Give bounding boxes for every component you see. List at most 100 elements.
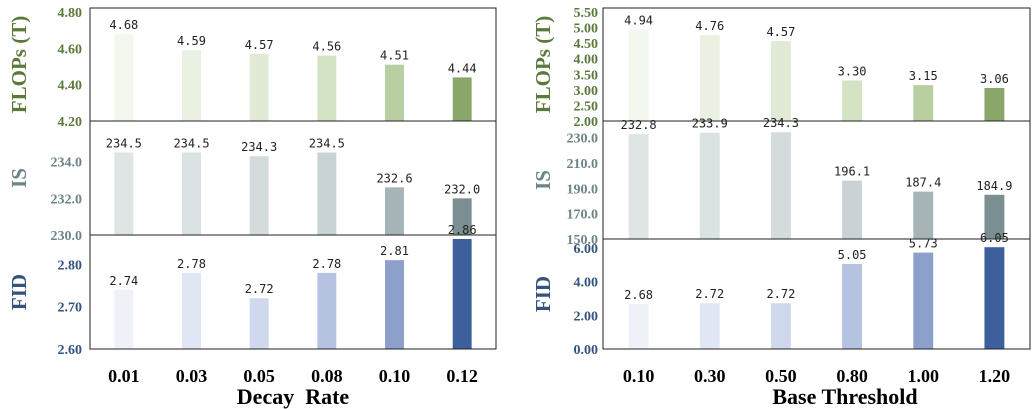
bar-fid-2 (249, 298, 269, 349)
y-tick-is-1: 232.0 (51, 192, 83, 207)
bar-flops-4 (913, 85, 934, 121)
x-axis-label: Decay Rate (237, 384, 350, 409)
x-tick-5: 0.12 (446, 366, 478, 386)
bar-fid-4 (913, 252, 934, 349)
data-label-fid-0: 2.74 (109, 274, 138, 288)
panel-is: 232.8 233.9 234.3 196.1 187.4 184.9 150.0 170.0… (531, 116, 1030, 248)
x-axis-label: Base Threshold (772, 384, 917, 409)
data-label-is-3: 196.1 (834, 165, 870, 179)
data-label-fid-3: 2.78 (312, 257, 341, 271)
data-label-is-5: 232.0 (444, 182, 480, 196)
data-label-flops-4: 4.51 (380, 49, 409, 63)
bar-is-2 (249, 156, 269, 235)
y-axis-label-flops: FLOPs (T) (7, 16, 31, 113)
x-tick-2: 0.50 (765, 366, 797, 386)
y-tick-flops-0: 2.00 (574, 115, 599, 130)
bar-is-0 (114, 152, 134, 235)
bar-is-5 (984, 194, 1005, 239)
bar-fid-3 (842, 264, 863, 349)
y-tick-fid-2: 4.00 (574, 276, 599, 291)
y-tick-is-2: 190.0 (567, 182, 599, 197)
bar-is-0 (628, 134, 649, 239)
x-tick-0: 0.10 (623, 366, 655, 386)
panel-flops: 4.68 4.59 4.57 4.56 4.51 4.44 4.20 4.40 4.60 4.80… (7, 6, 496, 130)
bar-flops-0 (114, 33, 134, 121)
bar-fid-3 (317, 272, 337, 349)
bar-is-3 (317, 152, 337, 235)
y-axis-label-is: IS (531, 170, 555, 190)
data-label-fid-1: 2.78 (177, 257, 206, 271)
x-tick-5: 1.20 (979, 366, 1011, 386)
bar-is-4 (385, 187, 404, 235)
data-label-is-3: 234.5 (309, 137, 345, 151)
data-label-fid-4: 5.73 (909, 237, 938, 251)
bar-is-1 (699, 132, 720, 239)
y-tick-flops-6: 5.00 (574, 22, 599, 37)
bar-fid-4 (385, 260, 404, 349)
y-tick-flops-7: 5.50 (574, 6, 599, 21)
bar-is-5 (452, 198, 472, 235)
y-tick-fid-0: 0.00 (574, 343, 599, 358)
bar-is-3 (842, 180, 863, 239)
bar-is-1 (182, 152, 201, 235)
data-label-fid-4: 2.81 (380, 244, 409, 258)
y-tick-flops-3: 4.80 (58, 6, 83, 21)
y-tick-flops-4: 4.00 (574, 53, 599, 68)
y-tick-is-0: 230.0 (51, 229, 83, 244)
data-label-is-2: 234.3 (763, 116, 799, 130)
y-tick-is-4: 230.0 (567, 132, 599, 147)
data-label-fid-2: 2.72 (766, 287, 795, 301)
data-label-flops-0: 4.68 (109, 18, 138, 32)
y-tick-flops-2: 4.60 (58, 42, 83, 57)
bar-fid-1 (699, 303, 720, 349)
panel-flops: 4.94 4.76 4.57 3.30 3.15 3.06 2.002.503.003.50… (531, 6, 1030, 130)
y-tick-is-1: 170.0 (567, 208, 599, 223)
chart-decay-rate: 4.68 4.59 4.57 4.56 4.51 4.44 4.20 4.40 4.60 4.80… (7, 6, 497, 409)
y-axis-label-flops: FLOPs (T) (531, 16, 555, 113)
plot-frame (89, 7, 497, 350)
bar-is-2 (770, 132, 791, 239)
data-label-flops-5: 3.06 (980, 72, 1009, 86)
y-tick-flops-3: 3.50 (574, 68, 599, 83)
data-label-flops-1: 4.76 (695, 19, 724, 33)
bar-flops-1 (699, 35, 720, 121)
bar-fid-5 (984, 247, 1005, 349)
data-label-flops-0: 4.94 (624, 13, 653, 27)
y-tick-fid-2: 2.80 (58, 258, 83, 273)
data-label-is-4: 187.4 (905, 176, 941, 190)
y-tick-fid-1: 2.00 (574, 309, 599, 324)
x-tick-0: 0.01 (108, 366, 140, 386)
data-label-fid-0: 2.68 (624, 288, 653, 302)
bar-flops-0 (628, 29, 649, 121)
data-label-flops-3: 4.56 (312, 40, 341, 54)
x-tick-1: 0.30 (694, 366, 726, 386)
bar-fid-0 (114, 289, 134, 349)
data-label-fid-2: 2.72 (245, 282, 274, 296)
x-tick-2: 0.05 (243, 366, 275, 386)
bar-flops-5 (452, 77, 472, 121)
data-label-flops-2: 4.57 (245, 38, 274, 52)
y-tick-fid-1: 2.70 (58, 301, 83, 316)
y-tick-is-2: 234.0 (51, 156, 83, 171)
data-label-flops-5: 4.44 (448, 61, 477, 75)
bar-is-4 (913, 191, 934, 239)
bar-fid-5 (452, 239, 472, 349)
data-label-is-0: 234.5 (106, 137, 142, 151)
data-label-flops-1: 4.59 (177, 34, 206, 48)
panel-fid: 2.74 2.78 2.72 2.78 2.81 2.86 2.60 2.70 2.80 FID (7, 223, 496, 358)
data-label-is-2: 234.3 (241, 140, 277, 154)
bar-fid-1 (182, 272, 201, 349)
data-label-is-4: 232.6 (376, 171, 412, 185)
y-tick-flops-0: 4.20 (58, 115, 83, 130)
panel-fid: 2.68 2.72 2.72 5.05 5.73 6.05 0.00 2.00 4.00 6.00… (531, 231, 1030, 358)
bar-flops-3 (317, 55, 337, 121)
y-tick-fid-3: 6.00 (574, 242, 599, 257)
x-tick-3: 0.08 (311, 366, 343, 386)
y-tick-is-3: 210.0 (567, 157, 599, 172)
data-label-fid-1: 2.72 (695, 287, 724, 301)
panel-is: 234.5 234.5 234.3 234.5 232.6 232.0 230.0 232.0… (7, 137, 496, 244)
plot-frame (602, 7, 1031, 350)
data-label-fid-5: 2.86 (448, 223, 477, 237)
bar-flops-1 (182, 50, 201, 121)
